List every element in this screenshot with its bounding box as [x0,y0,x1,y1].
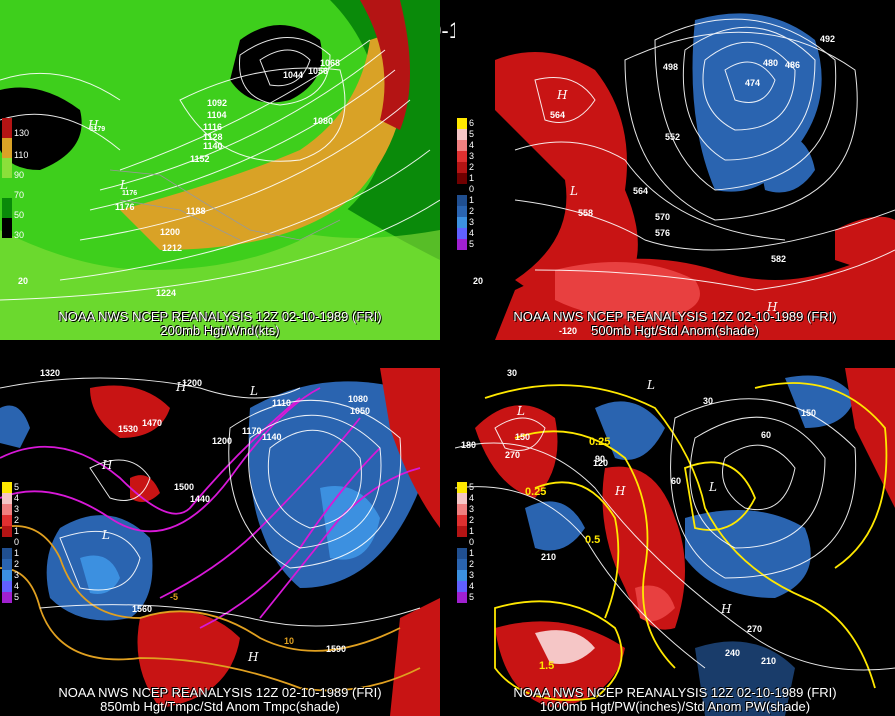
panel-500mb: H L H 492 486 480 474 498 564 552 558 56… [455,0,895,340]
panel-850mb: H H L L H 1320 1530 1470 1200 1110 1170 … [0,368,440,716]
map-200mb [0,0,440,340]
pw-anomaly-legend [457,482,467,603]
map-1000mb [455,368,895,716]
map-500mb [455,0,895,340]
map-850mb [0,368,440,716]
wind-legend [2,118,12,238]
panel-200mb: H L 1044 1056 1068 1080 1092 1104 1116 1… [0,0,440,340]
panel-1000mb: L L H L H 180 30 150 90 120 30 60 270 21… [455,368,895,716]
anomaly-legend [457,118,467,250]
temp-anomaly-legend [2,482,12,603]
